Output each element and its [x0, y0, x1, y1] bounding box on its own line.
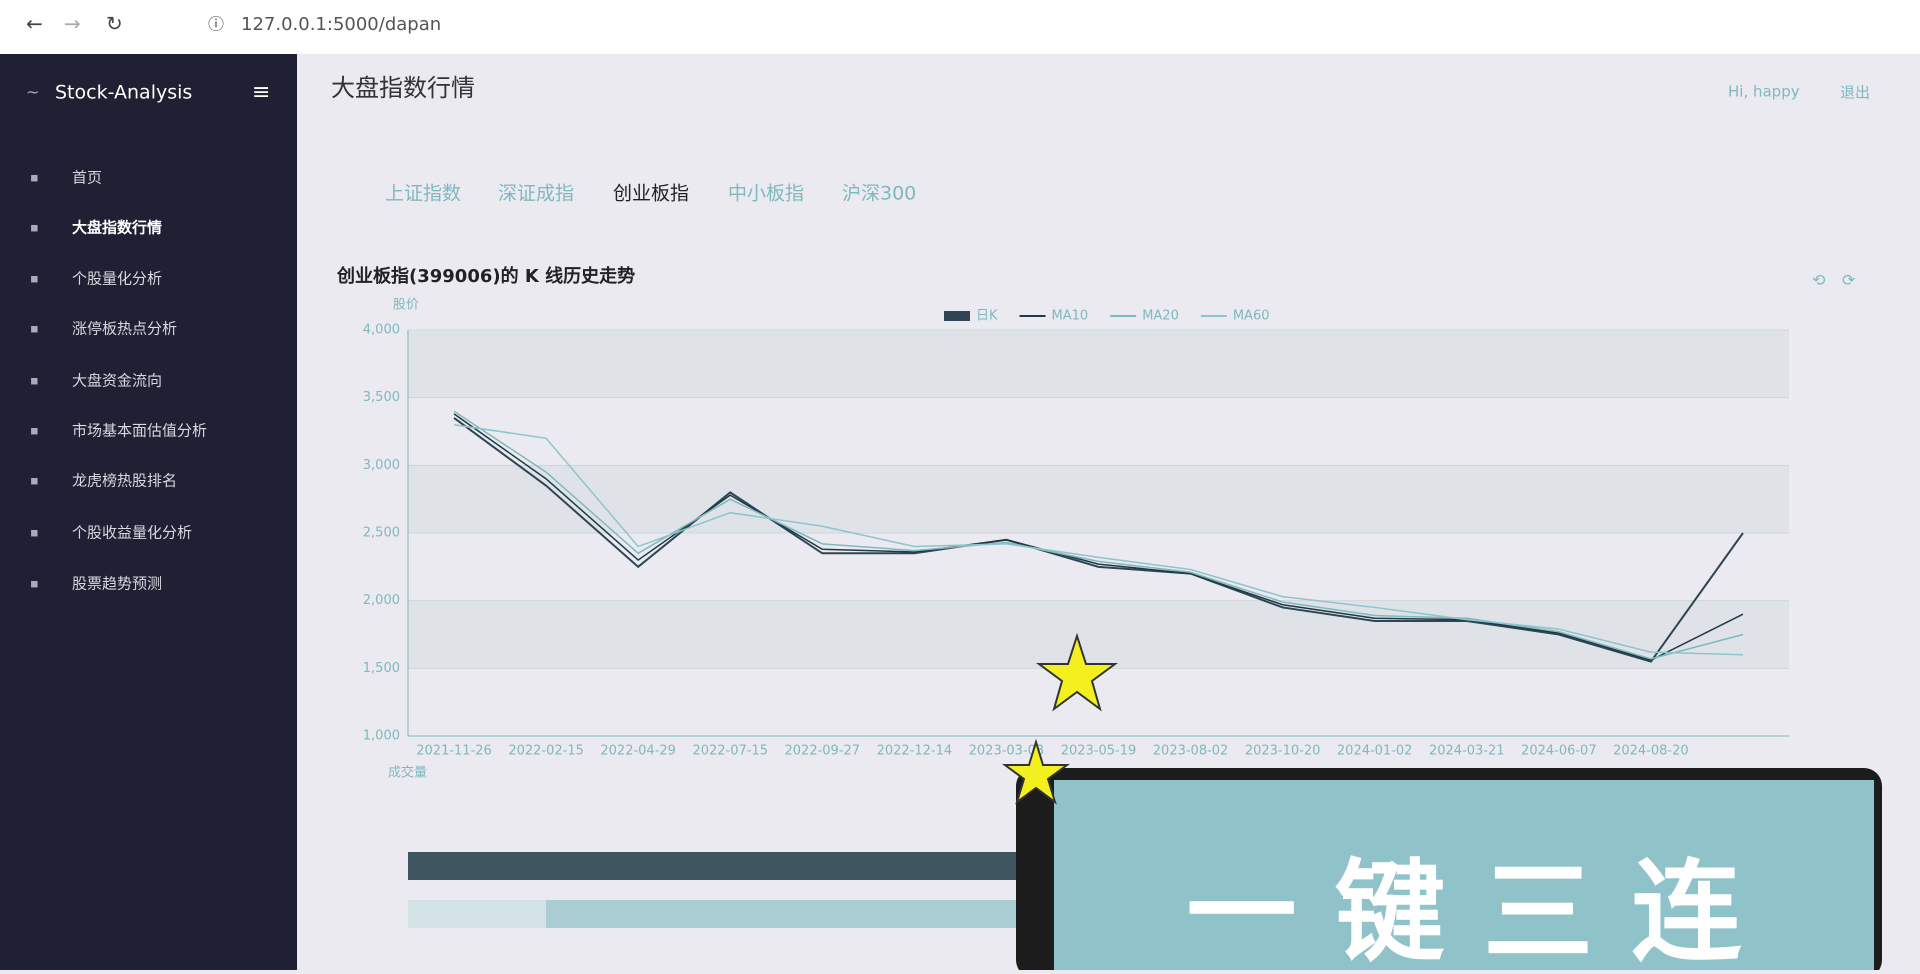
- menu-icon: ▪: [30, 474, 39, 489]
- menu-icon: ▪: [30, 221, 39, 236]
- legend-entry[interactable]: MA20: [1142, 309, 1179, 324]
- data-zoom-window[interactable]: [546, 900, 1018, 928]
- star: [1035, 632, 1119, 712]
- y-tick-label: 2,000: [363, 593, 400, 608]
- menu-item[interactable]: 个股量化分析: [72, 270, 162, 288]
- chart-title: 创业板指(399006)的 K 线历史走势: [336, 265, 635, 287]
- y-tick-label: 1,500: [363, 661, 400, 676]
- menu-icon: ▪: [30, 322, 39, 337]
- menu-icon: ▪: [30, 526, 39, 541]
- menu-icon: ▪: [30, 171, 39, 186]
- overlay-text: 一 键 三 连: [1187, 848, 1742, 970]
- menu-toggle[interactable]: ≡: [252, 80, 270, 105]
- volume-bars: [408, 852, 1018, 880]
- x-tick-label: 2021-11-26: [416, 744, 492, 759]
- menu-item[interactable]: 市场基本面估值分析: [72, 422, 207, 440]
- x-tick-label: 2023-05-19: [1061, 744, 1137, 759]
- toolbox-icon[interactable]: ⟲: [1812, 271, 1826, 290]
- x-tick-label: 2023-03-03: [969, 744, 1045, 759]
- forward-icon[interactable]: →: [64, 12, 81, 36]
- y-axis-label: 股价: [393, 298, 419, 313]
- x-tick-label: 2024-03-21: [1429, 744, 1505, 759]
- tab[interactable]: 中小板指: [728, 183, 804, 205]
- x-tick-label: 2023-08-02: [1153, 744, 1229, 759]
- tab[interactable]: 创业板指: [613, 183, 689, 205]
- menu-icon: ▪: [30, 272, 39, 287]
- menu-icon: ▪: [30, 374, 39, 389]
- x-tick-label: 2022-04-29: [600, 744, 676, 759]
- menu-item[interactable]: 大盘资金流向: [72, 372, 162, 390]
- x-tick-label: 2022-12-14: [877, 744, 953, 759]
- x-tick-label: 2022-07-15: [692, 744, 768, 759]
- back-icon[interactable]: ←: [26, 12, 43, 36]
- y-tick-label: 3,500: [363, 390, 400, 405]
- tab[interactable]: 深证成指: [498, 183, 574, 205]
- y-tick-label: 3,000: [363, 458, 400, 473]
- series-line: [453, 423, 1743, 656]
- menu-item[interactable]: 涨停板热点分析: [72, 320, 177, 338]
- legend-entry[interactable]: MA10: [1052, 309, 1089, 324]
- y-tick-label: 2,500: [363, 526, 400, 541]
- y-tick-label: 4,000: [363, 323, 400, 338]
- menu-item[interactable]: 股票趋势预测: [72, 575, 162, 593]
- url[interactable]: 127.0.0.1:5000/dapan: [241, 14, 441, 35]
- series-line: [453, 413, 1744, 662]
- menu-item[interactable]: 首页: [72, 169, 102, 187]
- x-tick-label: 2024-06-07: [1521, 744, 1597, 759]
- volume-label: 成交量: [388, 765, 427, 781]
- x-tick-label: 2022-09-27: [785, 744, 861, 759]
- menu-item[interactable]: 大盘指数行情: [72, 219, 162, 237]
- x-tick-label: 2022-02-15: [508, 744, 584, 759]
- x-tick-label: 2024-01-02: [1337, 744, 1413, 759]
- menu-icon: ▪: [30, 577, 39, 592]
- overlay: [1054, 780, 1874, 970]
- tab[interactable]: 上证指数: [385, 183, 461, 205]
- star: [1001, 738, 1071, 805]
- reload-icon[interactable]: ↻: [106, 12, 123, 36]
- menu-item[interactable]: 个股收益量化分析: [72, 524, 192, 542]
- page-title: 大盘指数行情: [331, 74, 475, 102]
- logout[interactable]: 退出: [1840, 84, 1870, 102]
- series-line: [453, 417, 1744, 663]
- sidebar: [0, 54, 297, 970]
- legend-entry[interactable]: 日K: [976, 309, 998, 324]
- menu-icon: ▪: [30, 424, 39, 439]
- menu-item[interactable]: 龙虎榜热股排名: [72, 472, 177, 490]
- brand[interactable]: Stock-Analysis: [55, 82, 192, 104]
- tab[interactable]: 沪深300: [842, 183, 916, 205]
- legend-entry[interactable]: MA60: [1233, 309, 1270, 324]
- grid-band: [408, 330, 1789, 398]
- toolbox-icon[interactable]: ⟳: [1842, 271, 1856, 290]
- browser-toolbar: [0, 0, 1920, 54]
- info-icon: ⓘ: [208, 15, 224, 34]
- x-tick-label: 2024-08-20: [1613, 744, 1689, 759]
- grid-band: [408, 465, 1789, 533]
- greeting: Hi, happy: [1728, 83, 1800, 101]
- x-tick-label: 2023-10-20: [1245, 744, 1321, 759]
- y-tick-label: 1,000: [363, 729, 400, 744]
- brand-icon: ~: [26, 83, 39, 102]
